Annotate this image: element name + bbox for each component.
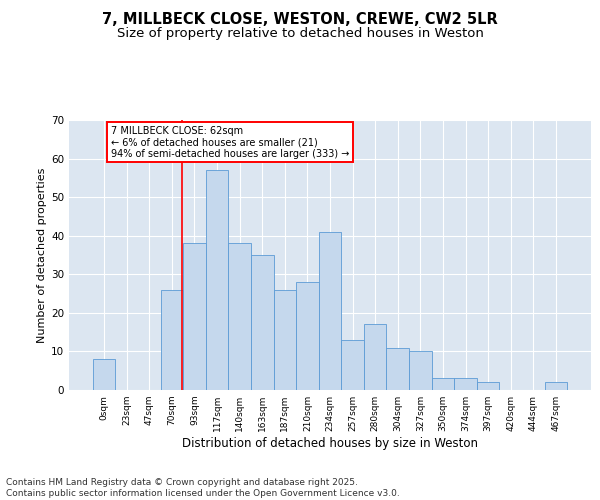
X-axis label: Distribution of detached houses by size in Weston: Distribution of detached houses by size … — [182, 437, 478, 450]
Bar — [545, 382, 567, 390]
Bar — [477, 382, 499, 390]
Bar — [431, 378, 454, 390]
Text: Size of property relative to detached houses in Weston: Size of property relative to detached ho… — [116, 28, 484, 40]
Bar — [319, 232, 341, 390]
Bar — [341, 340, 364, 390]
Text: Contains HM Land Registry data © Crown copyright and database right 2025.
Contai: Contains HM Land Registry data © Crown c… — [6, 478, 400, 498]
Bar — [183, 244, 206, 390]
Bar — [229, 244, 251, 390]
Bar — [454, 378, 477, 390]
Bar — [274, 290, 296, 390]
Bar — [364, 324, 386, 390]
Bar — [251, 255, 274, 390]
Text: 7, MILLBECK CLOSE, WESTON, CREWE, CW2 5LR: 7, MILLBECK CLOSE, WESTON, CREWE, CW2 5L… — [102, 12, 498, 28]
Bar — [161, 290, 183, 390]
Bar — [93, 359, 115, 390]
Text: 7 MILLBECK CLOSE: 62sqm
← 6% of detached houses are smaller (21)
94% of semi-det: 7 MILLBECK CLOSE: 62sqm ← 6% of detached… — [111, 126, 349, 159]
Bar — [386, 348, 409, 390]
Bar — [296, 282, 319, 390]
Bar — [206, 170, 229, 390]
Bar — [409, 352, 431, 390]
Y-axis label: Number of detached properties: Number of detached properties — [37, 168, 47, 342]
